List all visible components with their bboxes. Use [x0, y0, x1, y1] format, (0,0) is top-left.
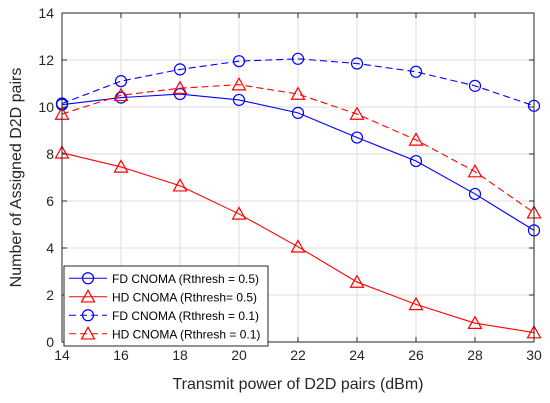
x-tick-label: 28	[467, 347, 483, 363]
data-point	[231, 206, 247, 220]
x-tick-label: 30	[526, 347, 542, 363]
series-2	[54, 145, 542, 339]
y-tick-label: 6	[46, 193, 54, 209]
data-point	[468, 187, 482, 201]
legend-label: FD CNOMA (Rthresh = 0.1)	[112, 309, 259, 323]
data-point	[291, 106, 305, 119]
data-point	[349, 274, 365, 288]
data-point	[290, 239, 306, 253]
series-line	[61, 84, 535, 214]
data-point	[231, 76, 247, 91]
x-tick-label: 22	[290, 347, 306, 363]
x-tick-label: 16	[113, 347, 129, 363]
data-point	[409, 154, 423, 168]
data-point	[350, 57, 364, 70]
data-point	[114, 75, 128, 88]
legend: FD CNOMA (Rthresh = 0.5) HD CNOMA (Rthres…	[63, 265, 269, 347]
data-point	[468, 79, 482, 92]
y-tick-label: 12	[38, 52, 54, 68]
legend-marker	[80, 289, 96, 303]
data-point	[349, 106, 365, 120]
data-point	[232, 55, 246, 68]
legend-entry: HD CNOMA (Rthresh = 0.1)	[69, 326, 260, 341]
y-tick-label: 4	[46, 240, 54, 256]
data-point	[467, 315, 483, 329]
y-tick-label: 14	[38, 5, 54, 21]
legend-entry: FD CNOMA (Rthresh = 0.1)	[69, 309, 259, 323]
x-tick-label: 14	[54, 347, 70, 363]
x-axis-label: Transmit power of D2D pairs (dBm)	[172, 376, 423, 393]
y-tick-label: 10	[38, 99, 54, 115]
data-point	[409, 65, 423, 78]
data-point	[232, 93, 246, 107]
data-point	[350, 131, 364, 144]
legend-marker	[80, 326, 96, 340]
data-point	[173, 63, 187, 76]
x-tick-label: 24	[349, 347, 365, 363]
data-point	[172, 177, 188, 192]
x-tick-label: 18	[172, 347, 188, 363]
legend-box	[63, 265, 269, 347]
y-axis-label: Number of Assigned D2D pairs	[8, 68, 25, 288]
y-tick-label: 0	[46, 334, 54, 350]
legend-label: HD CNOMA (Rthresh= 0.5)	[112, 290, 257, 304]
x-tick-label: 26	[408, 347, 424, 363]
legend-entry: FD CNOMA (Rthresh = 0.5)	[69, 272, 259, 286]
y-tick-label: 2	[46, 287, 54, 303]
series-line	[61, 152, 535, 334]
data-point	[113, 159, 129, 173]
series-line	[61, 58, 535, 107]
data-point	[172, 80, 188, 95]
legend-marker	[81, 309, 95, 322]
data-point	[291, 52, 305, 65]
data-point	[467, 163, 483, 178]
y-tick-label: 8	[46, 146, 54, 162]
x-tick-label: 20	[231, 347, 247, 363]
legend-label: FD CNOMA (Rthresh = 0.5)	[112, 272, 259, 286]
data-point	[290, 86, 306, 100]
series-line	[61, 93, 535, 231]
legend-entry: HD CNOMA (Rthresh= 0.5)	[69, 289, 257, 304]
series-layer	[54, 52, 542, 339]
data-point	[408, 132, 424, 146]
data-point	[113, 87, 129, 102]
legend-marker	[81, 272, 95, 285]
legend-label: HD CNOMA (Rthresh = 0.1)	[112, 327, 260, 341]
data-point	[408, 296, 424, 311]
